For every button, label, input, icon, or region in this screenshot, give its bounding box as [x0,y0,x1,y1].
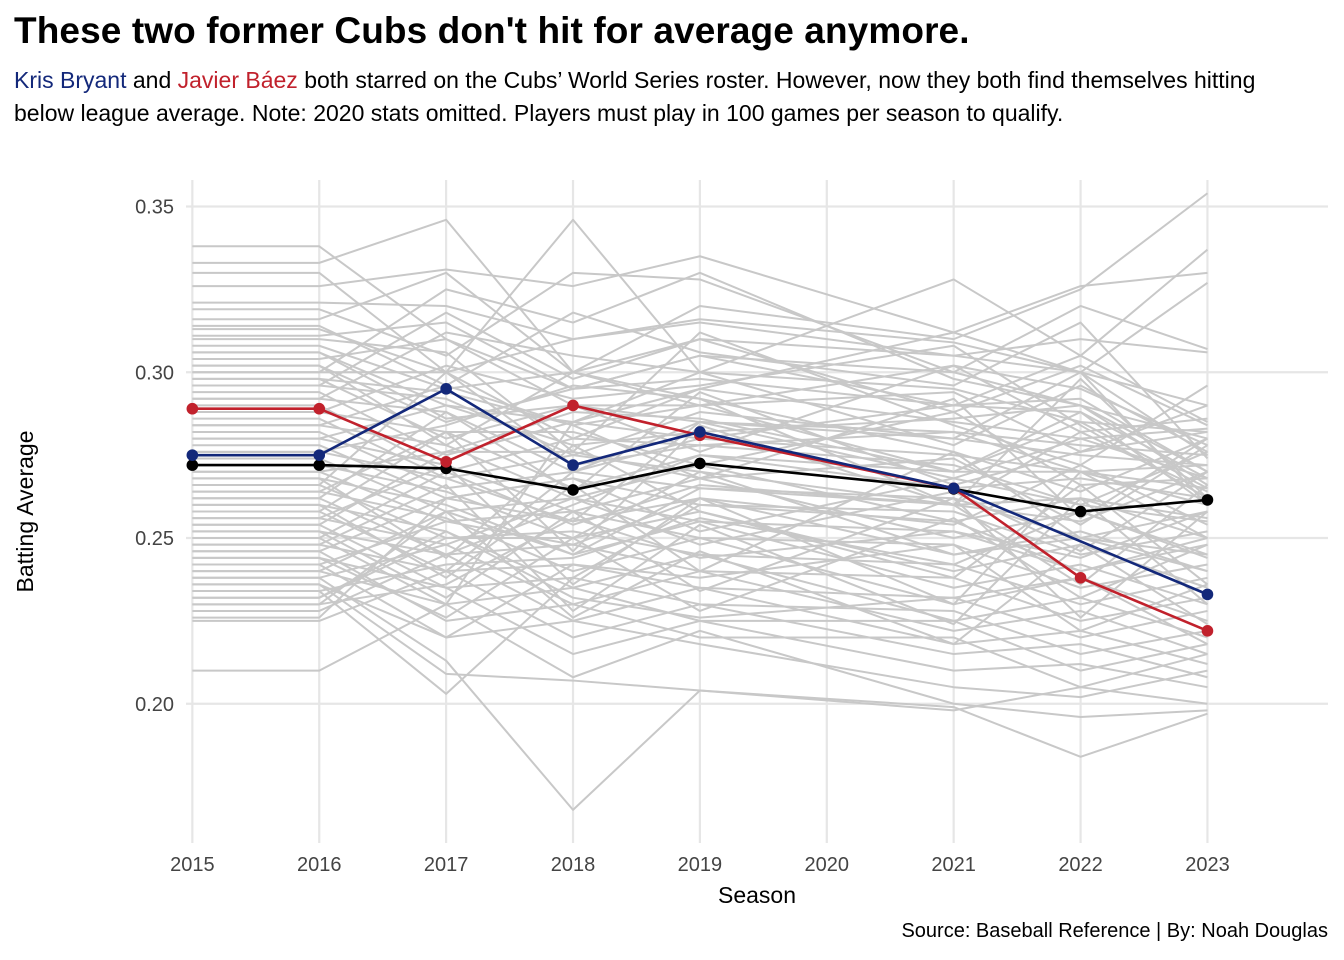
other-player-line [192,470,1208,579]
x-tick-label: 2015 [170,854,215,876]
chart-subtitle: Kris Bryant and Javier Báez both starred… [14,64,1314,129]
other-player-line [192,517,1208,655]
other-player-line [192,192,1209,374]
series-point [1201,625,1214,637]
other-player-line [192,570,1208,719]
series-point [313,459,326,471]
other-player-line [192,311,1208,427]
other-player-line [192,281,1209,374]
other-player-line [192,391,1208,500]
other-player-line [192,255,1208,334]
other-player-line [192,583,1208,712]
other-player-line [192,218,1209,374]
series-point [1201,588,1214,601]
other-player-line [192,444,1208,556]
series-point [313,402,326,415]
source-caption: Source: Baseball Reference | By: Noah Do… [901,920,1328,942]
other-player-line [192,364,1209,506]
series-point [1201,494,1214,506]
series-line [192,462,1208,513]
other-player-line [192,510,1208,639]
other-player-line [192,490,1208,622]
y-tick-label: 0.35 [135,197,174,219]
series-point [567,484,579,496]
other-player-line [192,510,1208,646]
other-player-line [192,331,1208,467]
subtitle-and: and [126,67,178,93]
other-player-line [192,377,1208,520]
subtitle-text: both starred on the Cubs’ World Series r… [14,67,1256,126]
other-player-line [192,543,1208,639]
series-line [192,404,1208,633]
other-player-line [192,556,1208,689]
other-players-lines [192,192,1209,811]
x-tick-label: 2020 [805,854,850,876]
other-player-line [192,497,1209,619]
x-tick-label: 2017 [424,854,469,876]
axes: 2015 2016 2017 2018 2019 2020 2021 2022 2023 0.20… [12,197,1230,908]
series-point [567,399,579,412]
series-point [440,383,452,395]
other-player-line [192,464,1208,606]
other-player-line [192,530,1208,645]
y-tick-label: 0.30 [135,362,174,384]
y-axis-title: Batting Average [12,431,38,593]
series-point [1074,572,1087,584]
subtitle-bryant-name: Kris Bryant [14,67,127,93]
series-point [1074,505,1087,518]
series-point [694,426,706,438]
x-tick-label: 2019 [678,854,723,876]
other-player-line [192,311,1209,460]
chart-title: These two former Cubs don't hit for aver… [14,10,970,51]
x-axis-title: Season [718,882,796,908]
other-player-line [192,576,1208,811]
x-tick-label: 2016 [297,854,342,876]
other-player-line [192,271,1208,374]
x-tick-label: 2022 [1058,854,1103,876]
other-player-line [192,404,1208,486]
series-point [440,455,452,468]
series-point [186,449,199,461]
other-player-line [192,321,1208,423]
other-player-line [192,450,1208,579]
other-player-line [192,331,1208,453]
other-player-line [192,351,1208,433]
other-player-line [192,344,1208,447]
series-point [694,457,706,470]
x-tick-label: 2021 [931,854,976,876]
other-player-line [192,483,1209,626]
series-point [313,449,326,461]
x-tick-label: 2018 [551,854,596,876]
other-player-line [192,444,1208,526]
other-player-line [192,391,1208,506]
series-point [186,402,199,415]
y-tick-label: 0.20 [135,694,174,716]
other-player-line [192,424,1209,586]
other-player-line [192,424,1208,539]
other-player-line [192,510,1208,606]
other-player-line [192,331,1209,672]
series-point [567,459,579,471]
x-tick-label: 2023 [1185,854,1230,876]
other-player-line [192,517,1208,619]
highlighted-series [186,383,1214,637]
series-point [947,482,960,495]
y-tick-label: 0.25 [135,528,174,550]
series-point [186,459,199,471]
subtitle-baez-name: Javier Báez [177,67,298,93]
other-player-line [192,444,1209,586]
other-player-line [192,271,1208,374]
other-player-line [192,351,1208,453]
